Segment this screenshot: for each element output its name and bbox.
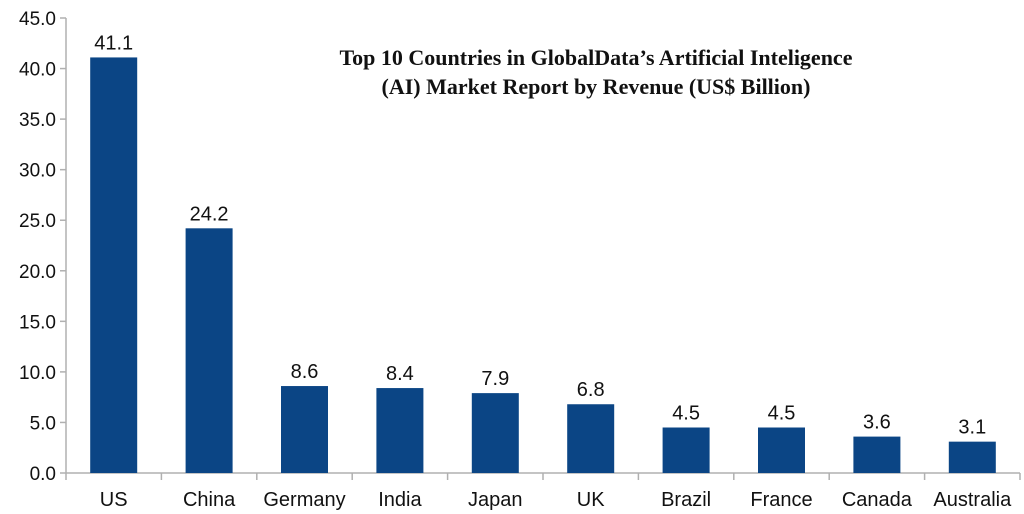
category-labels: US China Germany India Japan UK Brazil France Ca… <box>100 489 1012 511</box>
x-tick-label: Canada <box>842 489 913 511</box>
bar-japan <box>471 393 519 473</box>
bars <box>90 57 996 473</box>
data-labels: 41.1 24.2 8.6 8.4 7.9 6.8 4.5 4.5 3.6 3.1 <box>94 32 986 438</box>
data-label: 4.5 <box>672 403 700 425</box>
data-label: 3.1 <box>958 417 986 439</box>
x-tick-label: India <box>378 489 422 511</box>
x-tick-label: UK <box>577 489 605 511</box>
chart-title-line-1: Top 10 Countries in GlobalData’s Artific… <box>340 45 853 70</box>
y-tick-label: 20.0 <box>19 262 56 283</box>
data-label: 8.4 <box>386 363 414 385</box>
y-tick-label: 0.0 <box>30 464 56 485</box>
data-label: 4.5 <box>768 403 796 425</box>
x-tick-label: Brazil <box>661 489 711 511</box>
y-tick-label: 25.0 <box>19 211 56 232</box>
bar-brazil <box>662 427 710 473</box>
bar-canada <box>853 436 901 473</box>
data-label: 7.9 <box>481 368 509 390</box>
bar-china <box>185 228 233 473</box>
y-tick-label: 15.0 <box>19 312 56 333</box>
data-label: 41.1 <box>94 32 133 54</box>
y-tick-label: 35.0 <box>19 110 56 131</box>
x-tick-label: Germany <box>263 489 345 511</box>
y-tick-label: 10.0 <box>19 363 56 384</box>
bar-uk <box>567 404 615 473</box>
x-tick-label: US <box>100 489 128 511</box>
data-label: 6.8 <box>577 379 605 401</box>
y-tick-label: 40.0 <box>19 60 56 81</box>
bar-australia <box>948 441 996 473</box>
y-tick-label: 30.0 <box>19 161 56 182</box>
bar-france <box>758 427 805 473</box>
chart-title: Top 10 Countries in GlobalData’s Artific… <box>340 45 853 99</box>
x-tick-label: France <box>750 489 812 511</box>
data-label: 8.6 <box>291 361 319 383</box>
x-tick-label: Japan <box>468 489 523 511</box>
y-tick-label: 45.0 <box>19 9 56 30</box>
x-tick-label: Australia <box>933 489 1012 511</box>
x-tick-label: China <box>183 489 236 511</box>
y-tick-label: 5.0 <box>30 413 56 434</box>
bar-germany <box>281 386 328 473</box>
data-label: 24.2 <box>190 203 229 225</box>
bar-us <box>90 57 138 473</box>
y-axis-ticks: 0.0 5.0 10.0 15.0 20.0 25.0 30.0 35.0 40.0 45.0 <box>19 9 66 485</box>
x-axis-ticks <box>65 473 1021 480</box>
data-label: 3.6 <box>863 412 891 434</box>
bar-india <box>376 388 424 473</box>
chart-title-line-2: (AI) Market Report by Revenue (US$ Billi… <box>382 74 811 99</box>
